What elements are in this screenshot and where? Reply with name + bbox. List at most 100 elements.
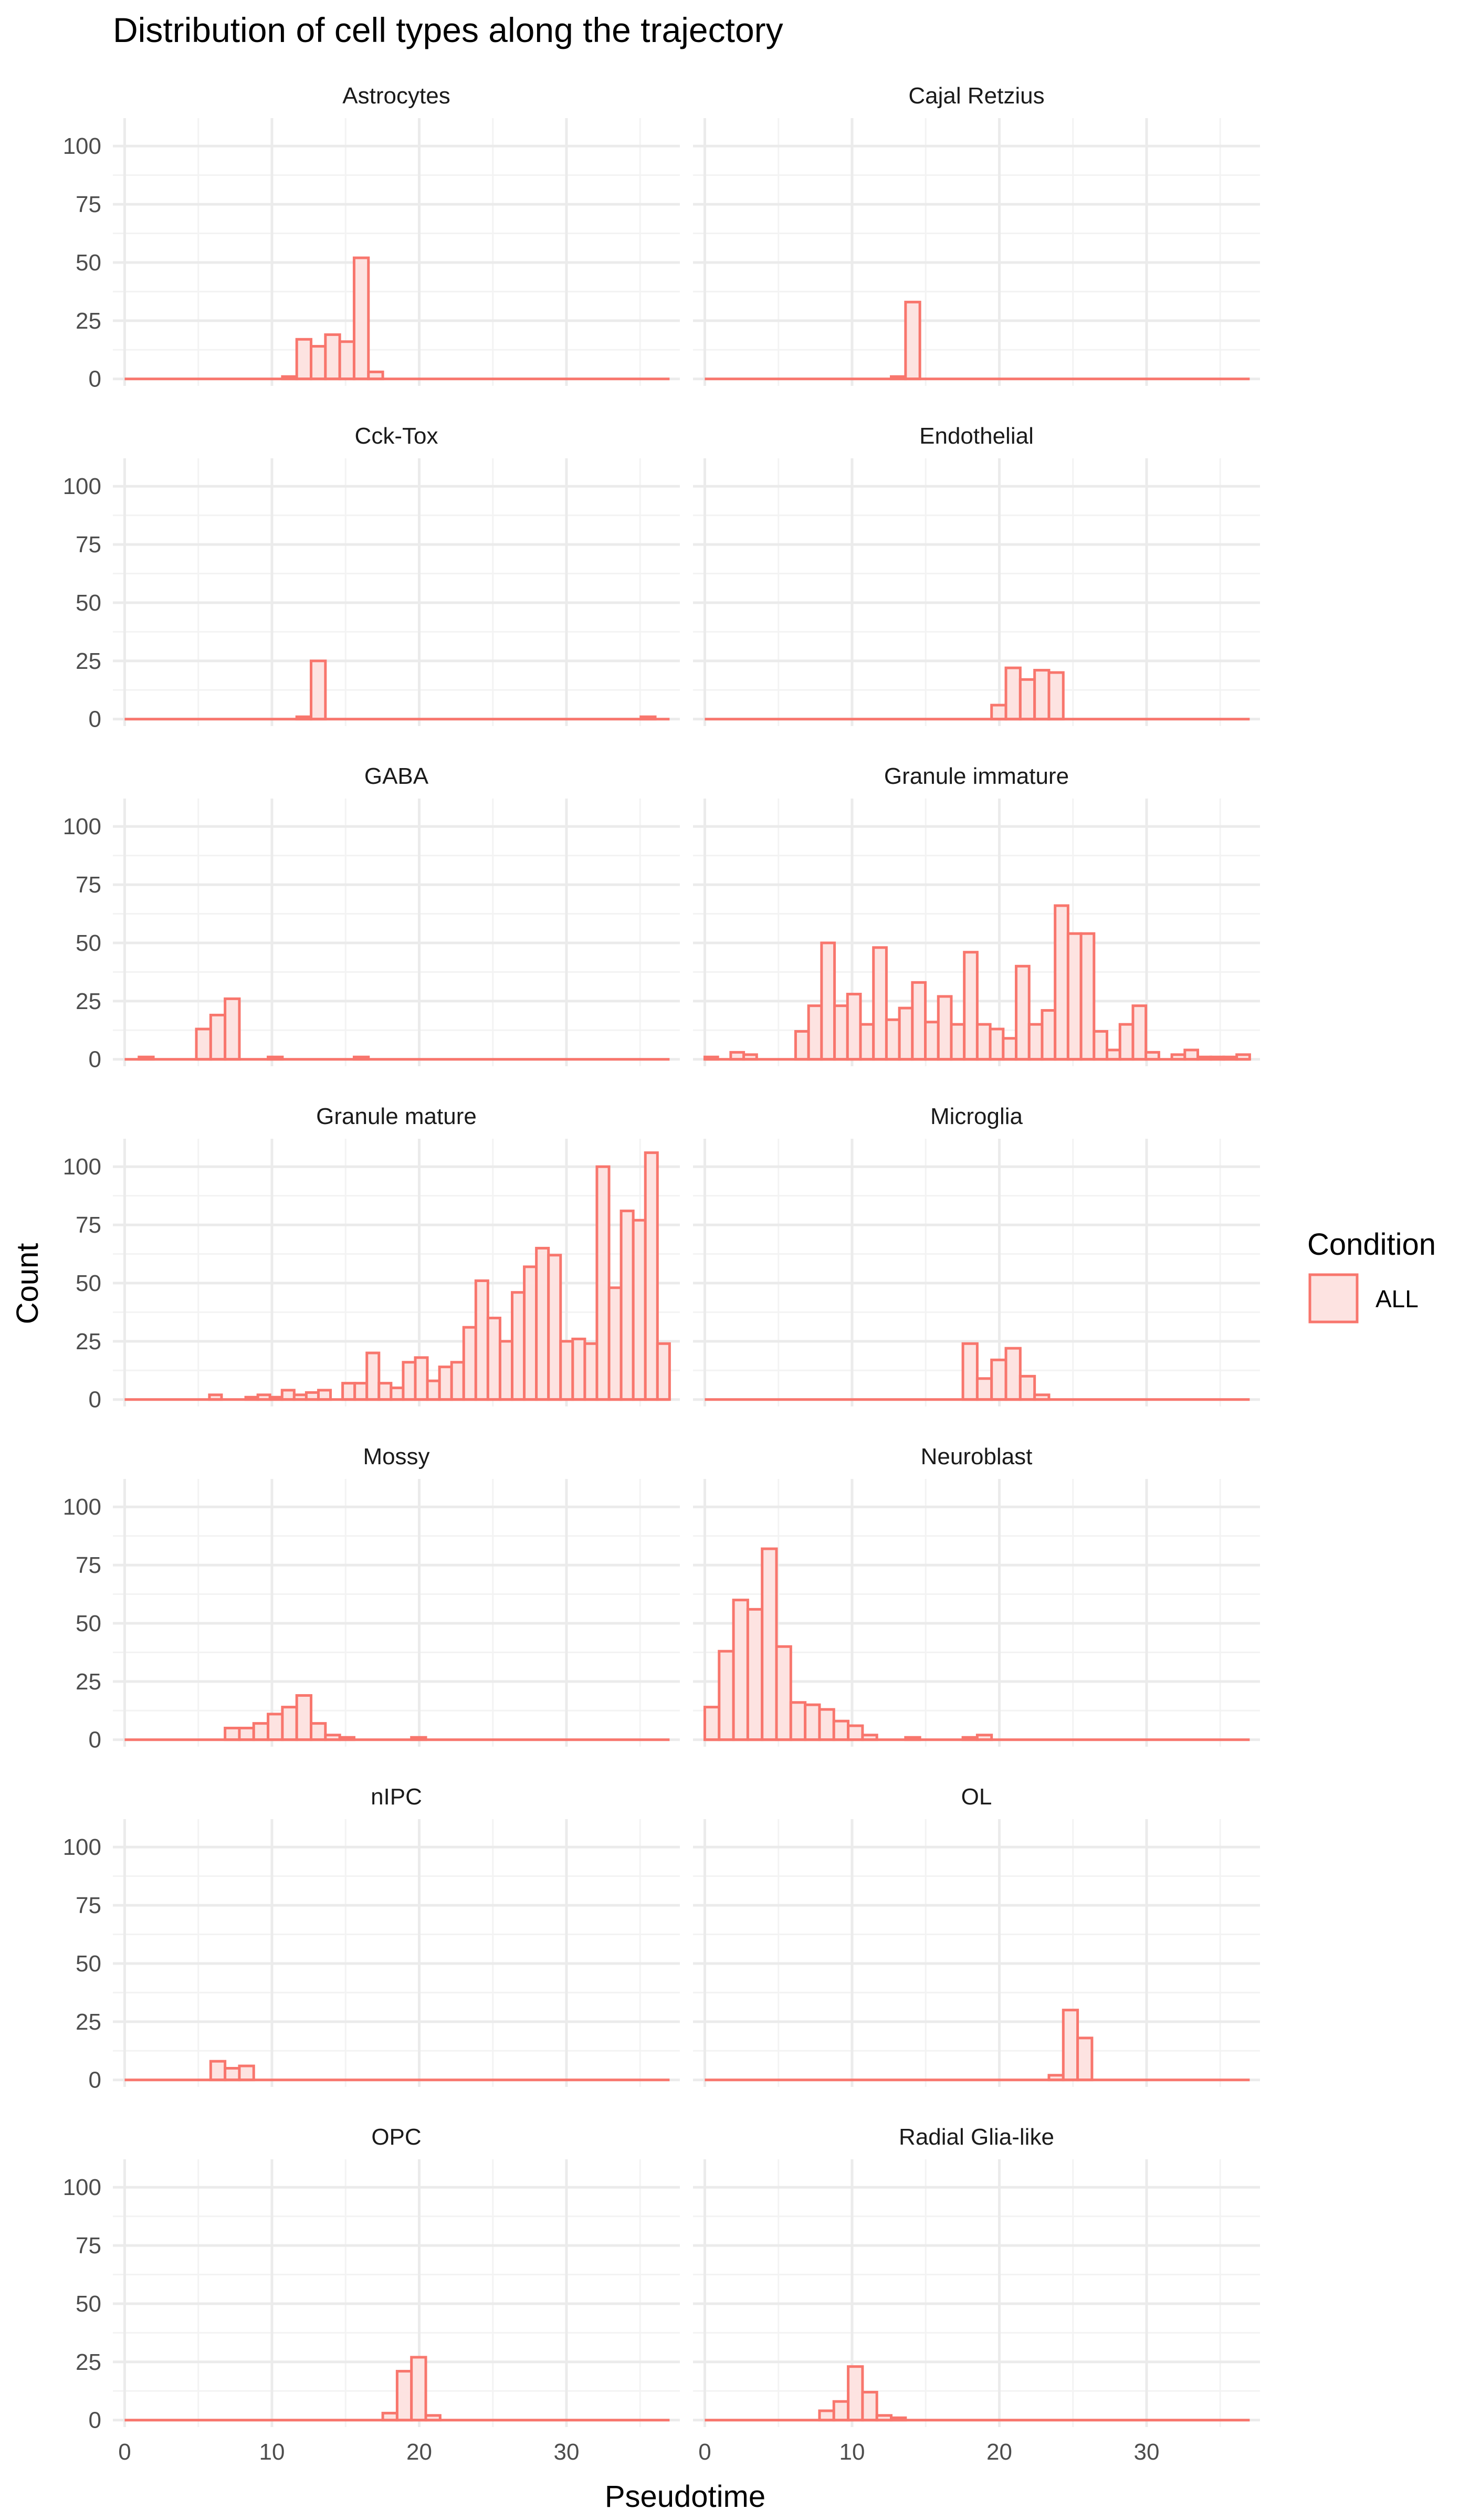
panel-cck-tox: Cck-Tox 0 25 50 75 100: [63, 423, 680, 732]
histogram-bar: [462, 1326, 477, 1401]
legend-title: Condition: [1307, 1227, 1436, 1262]
histogram-bar: [1015, 964, 1031, 1061]
y-tick-label: 0: [89, 2408, 101, 2433]
histogram-bar: [1062, 2009, 1079, 2082]
panel-strip-label: Mossy: [363, 1444, 429, 1469]
histogram-bar: [1076, 2036, 1094, 2082]
histogram-bar: [789, 1701, 807, 1741]
histogram-bar: [595, 1165, 611, 1401]
histogram-bar: [209, 2060, 227, 2082]
panel-strip-label: Microglia: [930, 1104, 1023, 1129]
histogram-bar: [224, 1727, 241, 1741]
histogram-bar: [195, 1027, 212, 1061]
histogram-bar: [818, 1708, 835, 1741]
histogram-bar: [961, 1342, 979, 1401]
histogram-bar: [238, 1727, 255, 1741]
histogram-bar: [486, 1316, 501, 1401]
histogram-bar: [732, 1599, 749, 1741]
x-tick-label: 10: [839, 2439, 865, 2465]
histogram-bar: [498, 1340, 514, 1401]
y-tick-label: 75: [76, 1893, 101, 1918]
panel-strip-label: Cck-Tox: [355, 423, 438, 449]
histogram-bar: [1183, 1048, 1200, 1061]
y-tick-label: 75: [76, 2233, 101, 2259]
legend-label-all: ALL: [1376, 1285, 1419, 1312]
histogram-bar: [547, 1254, 562, 1401]
y-tick-label: 25: [76, 1669, 101, 1695]
y-tick-label: 50: [76, 1611, 101, 1636]
panel-astrocytes: Astrocytes 0 25 50 75 100: [63, 83, 680, 392]
y-tick-label: 100: [63, 1154, 101, 1180]
histogram-bar: [224, 997, 241, 1061]
histogram-bar: [390, 1387, 405, 1401]
y-tick-label: 0: [89, 2067, 101, 2093]
chart-title: Distribution of cell types along the tra…: [113, 10, 783, 49]
y-tick-label: 25: [76, 2009, 101, 2035]
histogram-bar: [832, 2400, 850, 2422]
histogram-bar: [1027, 1023, 1044, 1061]
histogram-bar: [1131, 1004, 1148, 1061]
panel-strip-label: Granule mature: [316, 1104, 477, 1129]
y-tick-label: 0: [89, 1387, 101, 1413]
histogram-bar: [989, 1027, 1005, 1061]
y-tick-label: 100: [63, 474, 101, 499]
y-tick-label: 50: [76, 1270, 101, 1296]
histogram-bar: [632, 1219, 647, 1401]
histogram-bar: [703, 1706, 721, 1741]
histogram-bar: [775, 1645, 792, 1741]
y-tick-label: 25: [76, 1329, 101, 1354]
x-tick-label: 30: [554, 2439, 580, 2465]
y-tick-label: 100: [63, 814, 101, 839]
histogram-bar: [365, 1351, 381, 1401]
histogram-bar: [426, 1379, 441, 1401]
histogram-bar: [794, 1030, 810, 1061]
histogram-bar: [807, 1004, 823, 1061]
histogram-bar: [1079, 932, 1096, 1061]
panel-ol: OL: [693, 1784, 1260, 2087]
histogram-bar: [1004, 666, 1022, 721]
panel-neuroblast: Neuroblast: [693, 1444, 1260, 1747]
histogram-bar: [317, 1389, 332, 1401]
histogram-bar: [975, 1023, 992, 1061]
histogram-bar: [571, 1337, 586, 1401]
panel-strip-label: Granule immature: [884, 763, 1069, 789]
histogram-bar: [656, 1342, 671, 1401]
histogram-bar: [310, 345, 327, 381]
histogram-bar: [620, 1209, 635, 1401]
histogram-bar: [324, 333, 341, 381]
histogram-bar: [911, 981, 927, 1061]
histogram-bar: [238, 2064, 255, 2082]
histogram-bar: [847, 1724, 864, 1741]
y-tick-label: 25: [76, 2349, 101, 2375]
histogram-bar: [338, 340, 355, 381]
panel-strip-label: Neuroblast: [921, 1444, 1033, 1469]
panel-microglia: Microglia: [693, 1104, 1260, 1406]
histogram-bar: [474, 1279, 489, 1401]
histogram-bar: [1033, 669, 1051, 721]
histogram-bar: [1004, 1347, 1022, 1401]
histogram-bar: [267, 1713, 284, 1741]
histogram-bar: [607, 1286, 623, 1401]
histogram-bar: [804, 1703, 821, 1741]
histogram-bar: [341, 1382, 356, 1401]
histogram-bar: [252, 1722, 270, 1741]
histogram-bar: [847, 2365, 864, 2422]
panel-gaba: GABA 0 25 50 75 100: [63, 763, 680, 1073]
y-tick-label: 100: [63, 1834, 101, 1860]
histogram-bar: [1118, 1023, 1135, 1061]
histogram-bar: [410, 2356, 427, 2422]
histogram-bar: [280, 1389, 296, 1401]
histogram-bar: [1002, 1037, 1018, 1061]
histogram-bar: [523, 1265, 538, 1401]
histogram-bar: [1093, 1030, 1109, 1061]
panel-strip-label: Radial Glia-like: [899, 2124, 1054, 2150]
histogram-bar: [885, 1018, 901, 1061]
histogram-bar: [281, 1706, 298, 1741]
y-tick-label: 0: [89, 366, 101, 392]
legend: Condition ALL: [1307, 1227, 1436, 1324]
panel-strip-label: nIPC: [371, 1784, 422, 1810]
panel-strip-label: OL: [961, 1784, 992, 1810]
histogram-bar: [377, 1382, 393, 1401]
histogram-bar: [859, 1023, 875, 1061]
